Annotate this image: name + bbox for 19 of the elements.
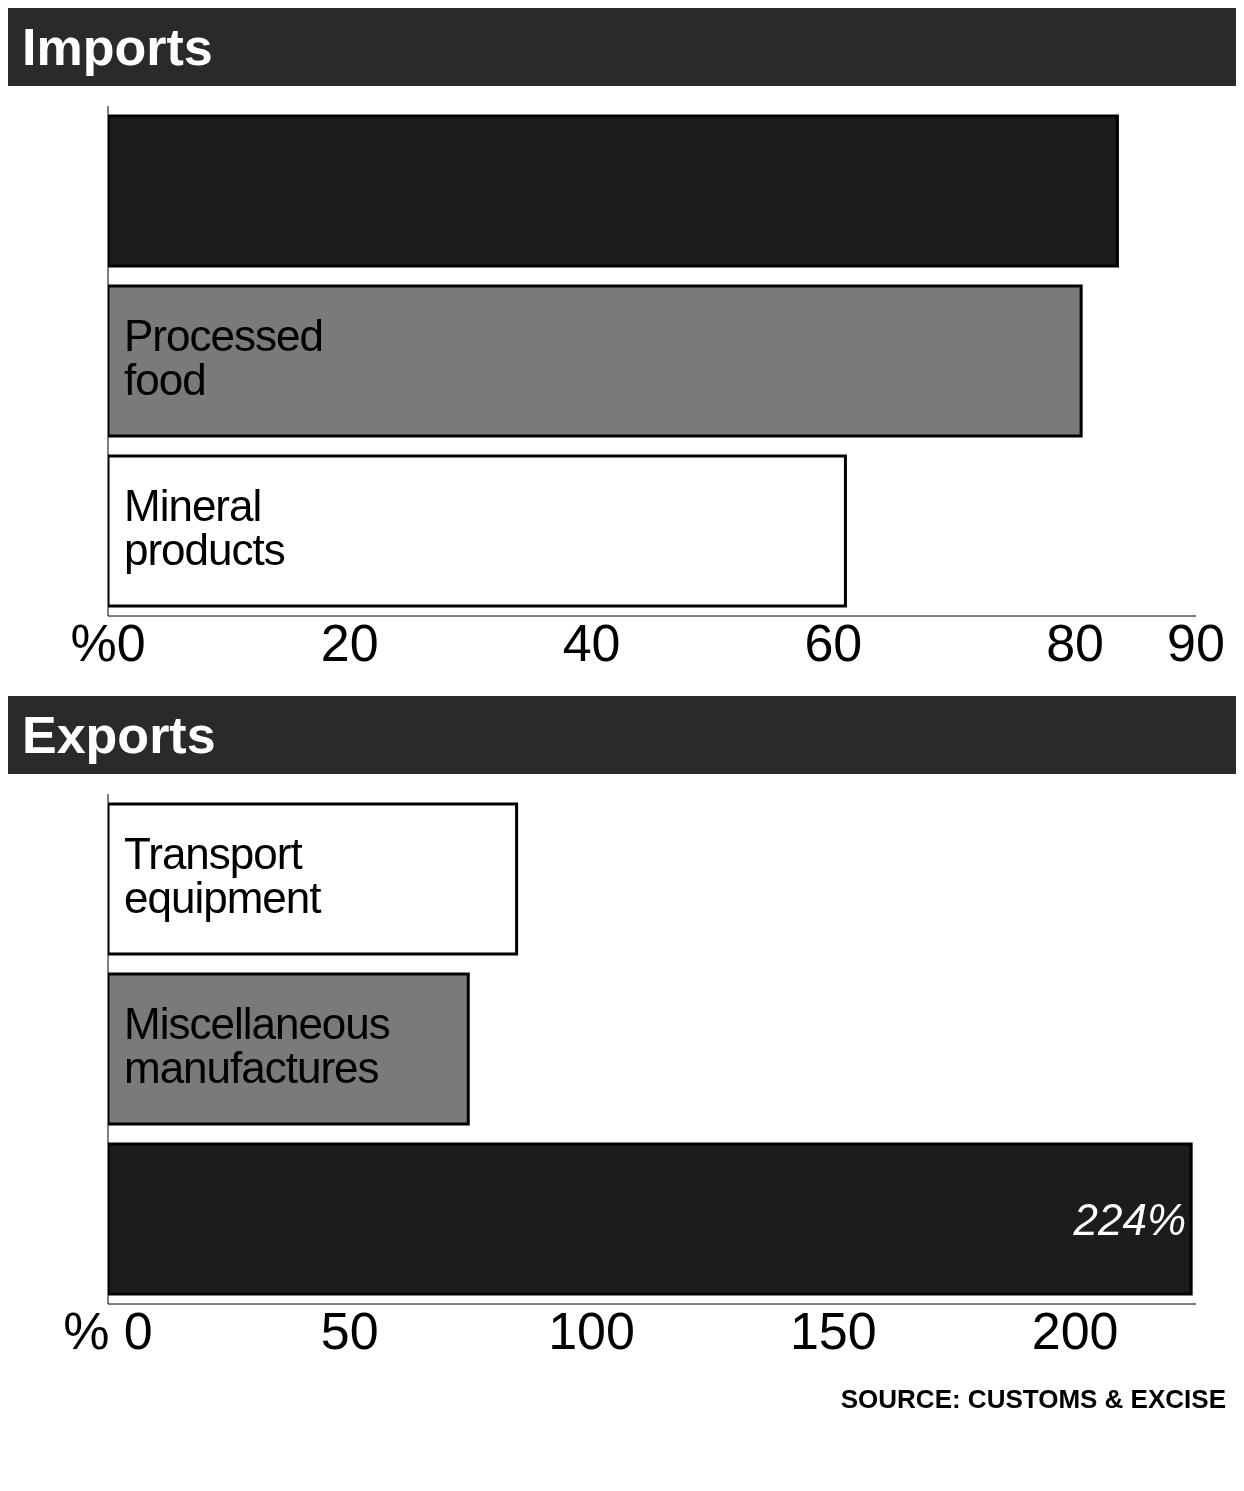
source-note: SOURCE: CUSTOMS & EXCISE xyxy=(839,1384,1227,1415)
y-tick-label: Mineral products xyxy=(124,480,285,574)
x-tick-label: 80 xyxy=(1046,613,1105,672)
x-tick-label: 40 xyxy=(562,613,621,672)
x-tick-label: 20 xyxy=(320,613,379,672)
x-tick-label: % 0 xyxy=(63,1301,153,1360)
x-tick-label: 50 xyxy=(320,1301,379,1360)
x-tick-label: 200 xyxy=(1031,1301,1119,1360)
y-tick-label: Miscellaneous manufactures xyxy=(124,998,390,1092)
x-tick-label: %0 xyxy=(70,613,146,672)
x-tick-label: 60 xyxy=(804,613,863,672)
x-tick-label: 100 xyxy=(548,1301,635,1360)
chart-title: Imports xyxy=(8,8,1236,86)
chart-title: Exports xyxy=(8,696,1236,774)
x-tick-label: 150 xyxy=(789,1301,877,1360)
data-label: 224% xyxy=(1072,1194,1187,1244)
y-tick-label: Transport equipment xyxy=(124,828,322,922)
x-tick-label: 90 xyxy=(1167,613,1225,672)
y-tick-label: Processed food xyxy=(124,310,323,404)
